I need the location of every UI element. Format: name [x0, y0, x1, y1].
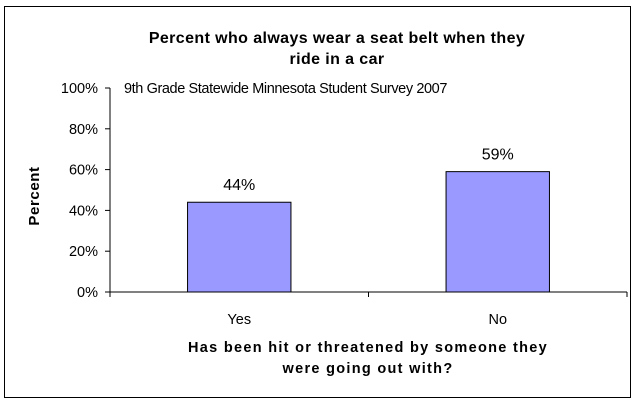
chart-title-line-1: Percent who always wear a seat belt when… — [149, 30, 525, 47]
y-axis-title: Percent — [26, 166, 43, 225]
y-tick-label: 100% — [61, 81, 98, 97]
y-tick-label: 20% — [69, 244, 98, 260]
chart-title-line-2: ride in a car — [289, 51, 384, 68]
y-tick-label: 40% — [69, 203, 98, 219]
x-axis-title-line-2: were going out with? — [282, 361, 454, 377]
x-tick-label: Yes — [227, 312, 251, 328]
x-axis-title-line-1: Has been hit or threatened by someone th… — [188, 340, 548, 356]
bar — [445, 171, 550, 293]
x-tick-label: No — [488, 312, 507, 328]
y-tick-label: 80% — [69, 122, 98, 138]
data-label: 59% — [482, 147, 514, 164]
chart-subtitle: 9th Grade Statewide Minnesota Student Su… — [124, 81, 447, 97]
bar — [187, 201, 292, 293]
y-tick-label: 0% — [77, 285, 98, 301]
chart-frame-right-edge — [630, 6, 631, 398]
y-tick-label: 60% — [69, 163, 98, 179]
data-label: 44% — [223, 177, 255, 194]
